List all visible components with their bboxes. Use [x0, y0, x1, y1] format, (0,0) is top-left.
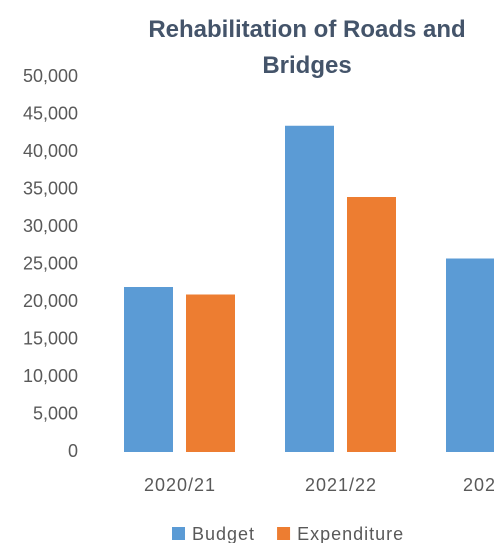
y-tick-label: 45,000 — [23, 103, 78, 123]
legend-swatch — [277, 527, 291, 540]
y-tick-label: 5,000 — [33, 403, 78, 423]
y-tick-label: 50,000 — [23, 66, 78, 86]
bar — [347, 197, 396, 452]
bar — [124, 287, 173, 452]
y-tick-label: 20,000 — [23, 291, 78, 311]
y-tick-label: 0 — [68, 441, 78, 461]
x-tick-label: 2020/21 — [144, 475, 216, 495]
legend-label: Expenditure — [297, 524, 404, 543]
y-tick-label: 35,000 — [23, 178, 78, 198]
chart-title: Rehabilitation of Roads and Bridges — [148, 16, 466, 79]
y-tick-label: 25,000 — [23, 253, 78, 273]
x-tick-label: 2021/22 — [305, 475, 377, 495]
y-tick-label: 15,000 — [23, 328, 78, 348]
bar — [186, 294, 235, 452]
legend-swatch — [172, 527, 185, 540]
y-tick-label: 40,000 — [23, 141, 78, 161]
x-tick-label: 202 — [463, 475, 494, 495]
bar — [285, 125, 334, 452]
y-tick-label: 30,000 — [23, 216, 78, 236]
y-tick-label: 10,000 — [23, 366, 78, 386]
bar — [446, 258, 494, 452]
legend-label: Budget — [192, 524, 255, 543]
